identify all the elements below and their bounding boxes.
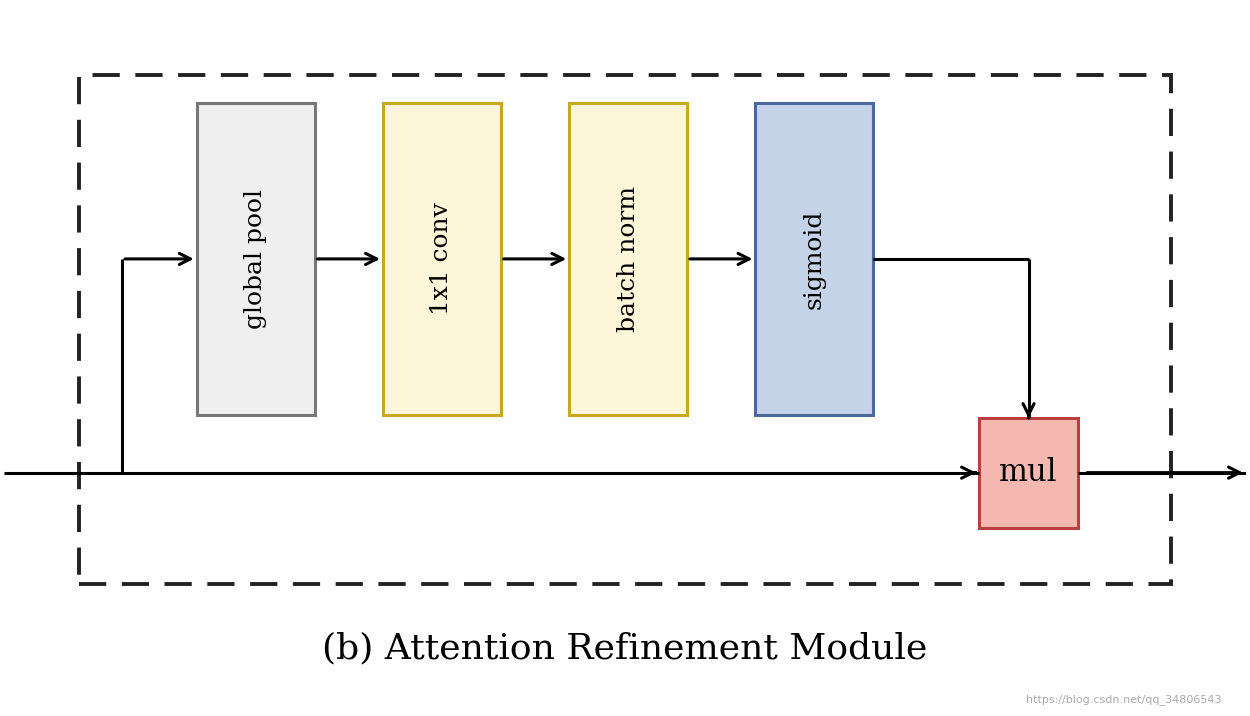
Text: mul: mul (999, 458, 1058, 488)
Bar (755, 103, 874, 415)
Text: 1x1 conv: 1x1 conv (430, 203, 454, 315)
Bar (979, 418, 1079, 528)
Text: batch norm: batch norm (616, 186, 640, 332)
Text: global pool: global pool (244, 189, 268, 329)
Text: sigmoid: sigmoid (802, 209, 826, 309)
Bar (382, 103, 501, 415)
Bar (79, 75, 1171, 584)
Bar (569, 103, 688, 415)
Bar (196, 103, 315, 415)
Text: https://blog.csdn.net/qq_34806543: https://blog.csdn.net/qq_34806543 (1025, 694, 1221, 705)
Text: (b) Attention Refinement Module: (b) Attention Refinement Module (322, 631, 928, 665)
